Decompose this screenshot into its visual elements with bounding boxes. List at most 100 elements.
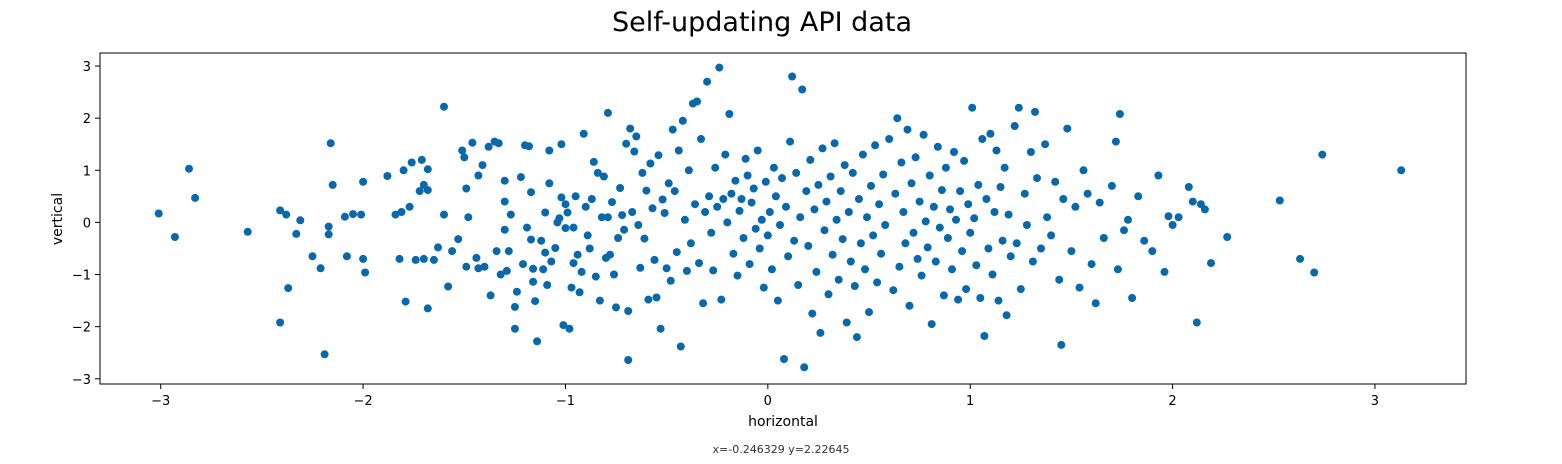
data-point bbox=[557, 193, 566, 202]
data-point bbox=[292, 229, 301, 238]
data-point bbox=[666, 276, 675, 285]
data-point bbox=[994, 296, 1003, 305]
data-point bbox=[715, 63, 724, 72]
data-point bbox=[284, 284, 293, 293]
data-point bbox=[1120, 226, 1128, 235]
data-point bbox=[767, 265, 776, 274]
data-point bbox=[407, 158, 416, 167]
data-point bbox=[359, 254, 368, 263]
data-point bbox=[709, 266, 718, 275]
data-point bbox=[1207, 259, 1215, 268]
y-tick-label: −1 bbox=[72, 269, 91, 284]
data-point bbox=[1148, 247, 1157, 256]
data-point bbox=[796, 213, 805, 222]
data-point bbox=[1037, 244, 1045, 253]
data-point bbox=[328, 180, 337, 189]
data-point bbox=[1014, 103, 1023, 112]
data-point bbox=[652, 293, 661, 302]
data-point bbox=[527, 235, 535, 244]
data-point bbox=[500, 176, 509, 185]
data-point bbox=[606, 250, 614, 259]
data-point bbox=[656, 324, 665, 333]
data-point bbox=[907, 179, 916, 188]
data-point bbox=[790, 236, 799, 245]
data-point bbox=[539, 265, 548, 274]
x-axis: −3 −2 −1 0 1 2 3 bbox=[151, 384, 1379, 409]
data-point bbox=[869, 231, 878, 240]
data-point bbox=[895, 262, 904, 271]
data-point bbox=[731, 176, 740, 185]
data-point bbox=[603, 213, 612, 222]
data-point bbox=[608, 198, 616, 207]
data-point bbox=[357, 210, 366, 219]
data-point bbox=[684, 166, 693, 175]
data-point bbox=[296, 216, 305, 225]
data-point bbox=[444, 282, 453, 291]
data-point bbox=[988, 270, 997, 279]
data-point bbox=[838, 235, 847, 244]
data-point bbox=[929, 202, 938, 211]
data-point bbox=[575, 288, 584, 297]
data-point bbox=[873, 278, 882, 287]
data-point bbox=[440, 102, 448, 111]
data-point bbox=[723, 218, 732, 227]
data-point bbox=[840, 161, 849, 170]
data-point bbox=[541, 208, 550, 217]
data-point bbox=[591, 272, 600, 281]
data-point bbox=[579, 129, 588, 138]
data-point bbox=[958, 247, 967, 256]
data-point bbox=[405, 202, 414, 211]
data-point bbox=[510, 302, 519, 311]
data-point bbox=[978, 135, 987, 143]
data-point bbox=[502, 266, 511, 275]
data-point bbox=[506, 210, 515, 219]
data-point bbox=[1140, 236, 1149, 245]
data-point bbox=[541, 248, 550, 257]
data-point bbox=[1047, 231, 1056, 240]
data-point bbox=[1188, 197, 1197, 206]
data-point bbox=[569, 259, 578, 268]
data-point bbox=[943, 234, 952, 242]
data-point bbox=[954, 295, 963, 304]
data-point bbox=[423, 304, 432, 313]
y-tick-label: 3 bbox=[83, 60, 91, 75]
plot-area[interactable] bbox=[99, 52, 1467, 385]
data-point bbox=[512, 287, 521, 296]
data-point bbox=[960, 156, 969, 165]
data-point bbox=[921, 217, 930, 226]
data-point bbox=[484, 142, 493, 151]
data-point bbox=[543, 281, 552, 289]
data-point bbox=[191, 193, 200, 202]
data-point bbox=[1028, 257, 1037, 266]
data-point bbox=[320, 350, 329, 359]
data-point bbox=[589, 157, 598, 166]
data-point bbox=[527, 188, 535, 197]
data-point bbox=[998, 236, 1007, 245]
data-point bbox=[776, 221, 784, 229]
data-point bbox=[834, 275, 843, 284]
data-point bbox=[1006, 252, 1015, 261]
data-point bbox=[547, 257, 556, 266]
data-point bbox=[1115, 110, 1124, 118]
data-point bbox=[903, 125, 912, 134]
data-point bbox=[597, 213, 606, 222]
data-point bbox=[636, 263, 645, 272]
data-point bbox=[454, 235, 463, 244]
data-point bbox=[1128, 294, 1137, 302]
data-point bbox=[411, 255, 420, 264]
data-point bbox=[972, 261, 981, 270]
data-point bbox=[806, 155, 815, 164]
data-point bbox=[737, 195, 746, 203]
data-point bbox=[326, 139, 335, 148]
data-point bbox=[931, 257, 940, 266]
data-point bbox=[1031, 107, 1039, 116]
data-point bbox=[1016, 285, 1025, 294]
data-point bbox=[1124, 215, 1132, 224]
data-point bbox=[662, 264, 671, 273]
data-point bbox=[324, 230, 333, 239]
x-tick-label: −2 bbox=[353, 394, 372, 409]
data-point bbox=[1041, 140, 1050, 149]
data-point bbox=[519, 260, 527, 269]
data-point bbox=[500, 225, 509, 234]
